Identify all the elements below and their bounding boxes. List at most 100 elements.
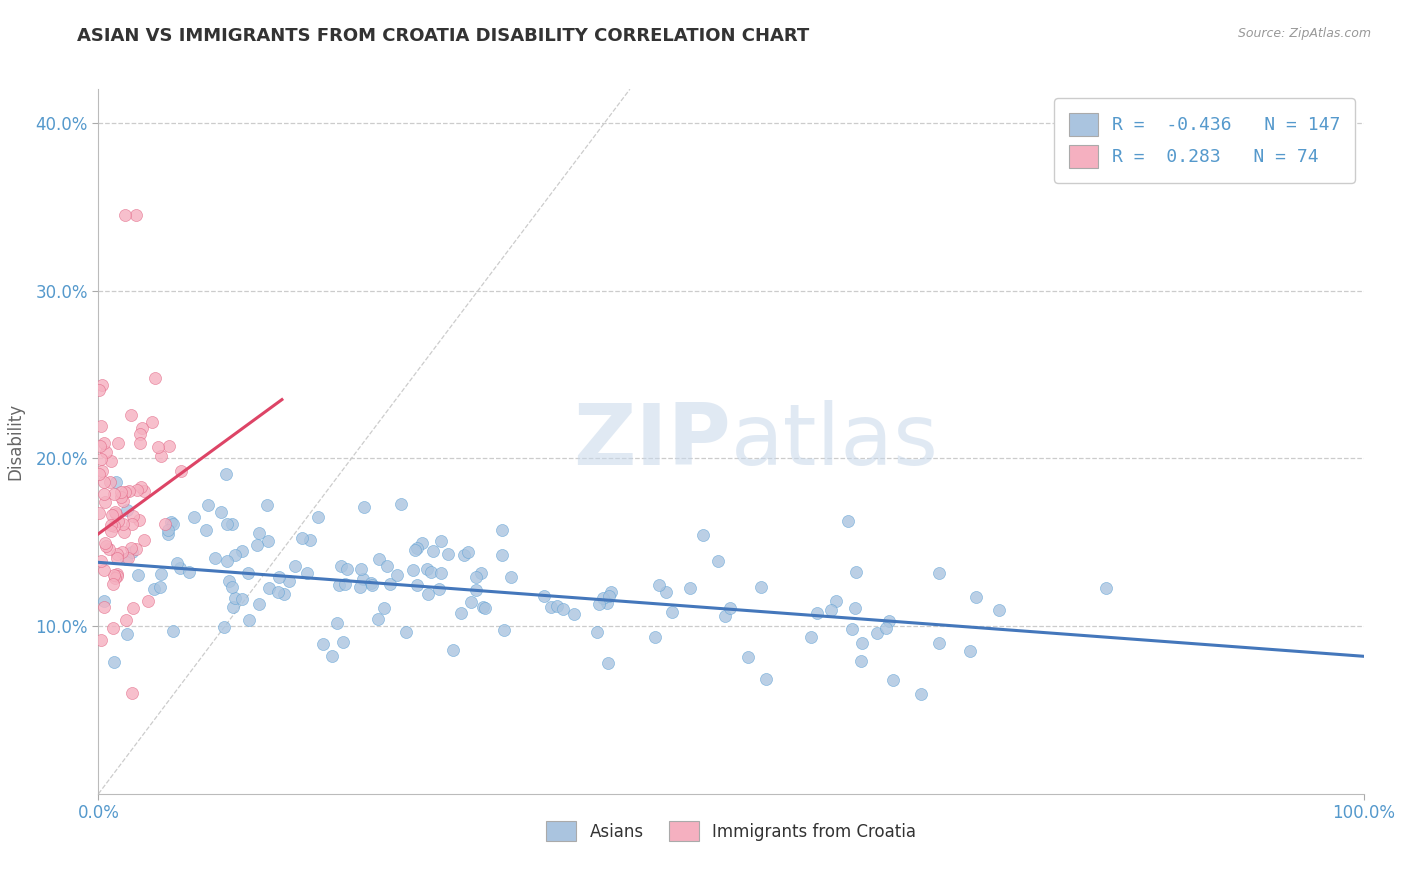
Point bbox=[375, 558, 398, 573]
Point bbox=[546, 599, 568, 613]
Point bbox=[90, 464, 112, 478]
Point bbox=[335, 577, 357, 591]
Point bbox=[215, 516, 238, 531]
Point bbox=[118, 483, 141, 498]
Point bbox=[103, 576, 125, 591]
Point bbox=[90, 419, 112, 434]
Point bbox=[988, 603, 1011, 617]
Point bbox=[93, 487, 115, 501]
Point bbox=[373, 601, 395, 615]
Point bbox=[110, 485, 132, 500]
Point bbox=[215, 554, 238, 568]
Point bbox=[247, 597, 270, 611]
Point bbox=[562, 607, 585, 621]
Point bbox=[491, 523, 513, 537]
Point bbox=[107, 514, 129, 528]
Point bbox=[90, 452, 112, 467]
Point bbox=[169, 561, 191, 575]
Point bbox=[110, 490, 132, 504]
Point bbox=[598, 589, 620, 603]
Point bbox=[93, 475, 115, 489]
Point bbox=[332, 634, 354, 648]
Point bbox=[94, 494, 117, 508]
Point bbox=[441, 642, 464, 657]
Point bbox=[100, 518, 122, 533]
Point bbox=[105, 568, 128, 582]
Point bbox=[600, 585, 623, 599]
Point bbox=[129, 427, 152, 442]
Point bbox=[360, 575, 382, 590]
Point bbox=[406, 578, 429, 592]
Point bbox=[755, 672, 778, 686]
Point bbox=[679, 581, 702, 595]
Point bbox=[644, 630, 666, 644]
Point bbox=[298, 533, 321, 548]
Point bbox=[98, 475, 121, 489]
Point bbox=[330, 558, 353, 573]
Point bbox=[149, 580, 172, 594]
Point bbox=[94, 444, 117, 458]
Point bbox=[460, 595, 482, 609]
Point bbox=[94, 536, 117, 550]
Point bbox=[291, 531, 314, 545]
Point bbox=[928, 566, 950, 580]
Point bbox=[692, 528, 714, 542]
Point bbox=[844, 600, 866, 615]
Point bbox=[238, 613, 260, 627]
Point bbox=[246, 538, 269, 552]
Point bbox=[150, 449, 173, 463]
Point bbox=[551, 602, 574, 616]
Point bbox=[326, 616, 349, 631]
Point bbox=[221, 580, 243, 594]
Point bbox=[159, 516, 181, 530]
Point bbox=[115, 503, 138, 517]
Point bbox=[494, 623, 516, 637]
Point bbox=[416, 562, 439, 576]
Point bbox=[122, 509, 145, 524]
Point bbox=[247, 526, 270, 541]
Point bbox=[471, 599, 494, 614]
Point bbox=[103, 568, 125, 582]
Point bbox=[806, 606, 828, 620]
Point bbox=[851, 636, 873, 650]
Point bbox=[259, 581, 281, 595]
Point bbox=[87, 467, 110, 482]
Point bbox=[125, 542, 148, 557]
Point bbox=[928, 636, 950, 650]
Point bbox=[328, 578, 350, 592]
Point bbox=[491, 548, 513, 562]
Point bbox=[107, 436, 129, 450]
Point bbox=[465, 570, 488, 584]
Point bbox=[121, 685, 143, 699]
Point bbox=[115, 626, 138, 640]
Point bbox=[149, 566, 172, 581]
Point bbox=[100, 454, 122, 468]
Point bbox=[429, 566, 451, 580]
Point bbox=[718, 601, 741, 615]
Point bbox=[450, 606, 472, 620]
Point bbox=[143, 371, 166, 385]
Point bbox=[598, 657, 620, 671]
Point bbox=[128, 436, 150, 450]
Point bbox=[132, 483, 155, 498]
Point bbox=[111, 545, 134, 559]
Point bbox=[103, 487, 125, 501]
Point bbox=[105, 567, 128, 582]
Point bbox=[321, 648, 343, 663]
Point bbox=[378, 576, 401, 591]
Point bbox=[267, 570, 290, 584]
Text: Source: ZipAtlas.com: Source: ZipAtlas.com bbox=[1237, 27, 1371, 40]
Point bbox=[122, 601, 145, 615]
Point bbox=[416, 587, 439, 601]
Point bbox=[361, 578, 384, 592]
Text: ASIAN VS IMMIGRANTS FROM CROATIA DISABILITY CORRELATION CHART: ASIAN VS IMMIGRANTS FROM CROATIA DISABIL… bbox=[77, 27, 810, 45]
Point bbox=[837, 514, 859, 528]
Point bbox=[402, 563, 425, 577]
Point bbox=[349, 580, 371, 594]
Point bbox=[117, 550, 139, 565]
Point bbox=[125, 483, 148, 497]
Point bbox=[465, 583, 488, 598]
Point bbox=[395, 625, 418, 640]
Point bbox=[236, 566, 259, 580]
Point bbox=[336, 562, 359, 576]
